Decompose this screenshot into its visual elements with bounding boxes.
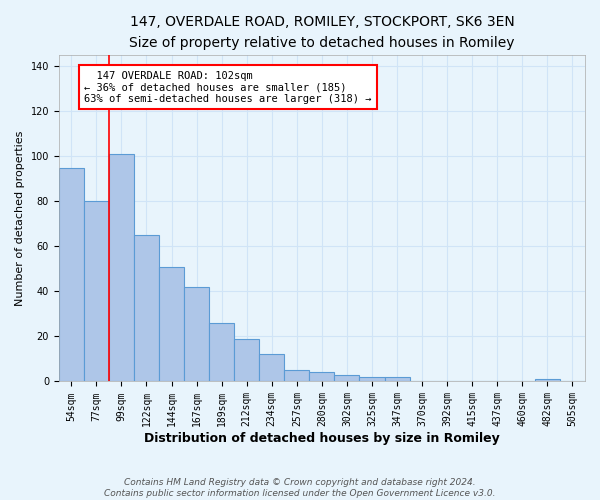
Y-axis label: Number of detached properties: Number of detached properties <box>15 130 25 306</box>
X-axis label: Distribution of detached houses by size in Romiley: Distribution of detached houses by size … <box>144 432 500 445</box>
Bar <box>284 370 310 382</box>
Bar <box>334 374 359 382</box>
Bar <box>310 372 334 382</box>
Bar <box>259 354 284 382</box>
Bar <box>385 377 410 382</box>
Text: Contains HM Land Registry data © Crown copyright and database right 2024.
Contai: Contains HM Land Registry data © Crown c… <box>104 478 496 498</box>
Bar <box>209 323 234 382</box>
Bar <box>535 379 560 382</box>
Title: 147, OVERDALE ROAD, ROMILEY, STOCKPORT, SK6 3EN
Size of property relative to det: 147, OVERDALE ROAD, ROMILEY, STOCKPORT, … <box>129 15 515 50</box>
Bar <box>359 377 385 382</box>
Bar <box>84 202 109 382</box>
Bar <box>134 235 159 382</box>
Bar <box>59 168 84 382</box>
Bar <box>184 287 209 382</box>
Bar <box>234 338 259 382</box>
Bar <box>159 266 184 382</box>
Text: 147 OVERDALE ROAD: 102sqm
← 36% of detached houses are smaller (185)
63% of semi: 147 OVERDALE ROAD: 102sqm ← 36% of detac… <box>84 70 371 104</box>
Bar <box>109 154 134 382</box>
